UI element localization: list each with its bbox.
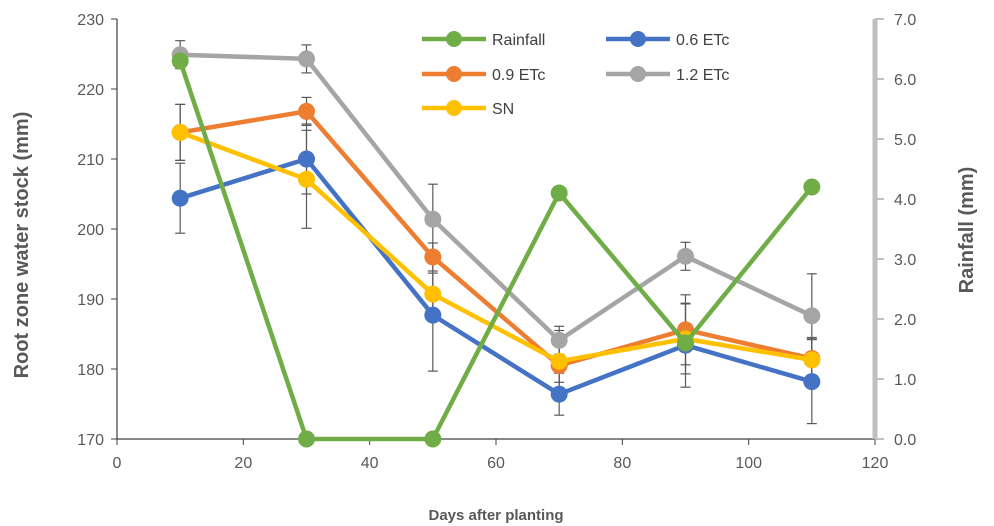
x-tick-label: 20 xyxy=(234,455,252,472)
legend-label-1-2-etc: 1.2 ETc xyxy=(676,67,729,84)
y2-tick-label: 2.0 xyxy=(894,312,916,329)
y2-tick-label: 6.0 xyxy=(894,72,916,89)
legend-marker-sn xyxy=(446,100,462,116)
data-point-0-6-etc xyxy=(424,306,442,324)
data-point-rainfall xyxy=(677,334,694,352)
data-point-sn xyxy=(171,123,189,141)
error-bars xyxy=(175,40,817,425)
data-point-sn xyxy=(424,285,442,303)
data-point-sn xyxy=(298,170,315,188)
y2-tick-label: 0.0 xyxy=(894,432,916,449)
y2-axis-title: Rainfall (mm) xyxy=(956,167,978,294)
data-point-sn xyxy=(550,352,568,370)
data-point-0-6-etc xyxy=(803,373,821,391)
legend-marker-0-6-etc xyxy=(630,31,646,47)
y-tick-label: 190 xyxy=(77,292,104,309)
data-point-0-6-etc xyxy=(298,150,315,168)
y-tick-label: 170 xyxy=(77,432,104,449)
data-point-1-2-etc xyxy=(424,210,442,228)
legend: Rainfall 0.6 ETc 0.9 ETc 1.2 ETc SN xyxy=(422,31,729,118)
x-tick-label: 80 xyxy=(613,455,631,472)
data-point-rainfall xyxy=(298,430,315,448)
data-point-rainfall xyxy=(171,52,189,70)
x-tick-label: 120 xyxy=(862,455,889,472)
data-point-rainfall xyxy=(424,430,442,448)
legend-label-0-9-etc: 0.9 ETc xyxy=(492,67,545,84)
axes: 0 20 40 60 80 100 120 170 180 190 200 210 220 230 0.0 1… xyxy=(77,12,916,472)
data-point-0-9-etc xyxy=(298,102,315,120)
data-point-rainfall xyxy=(550,184,568,202)
x-tick-label: 0 xyxy=(113,455,122,472)
x-tick-label: 40 xyxy=(361,455,379,472)
legend-label-rainfall: Rainfall xyxy=(492,32,545,49)
x-axis-title: Days after planting xyxy=(428,507,563,524)
y2-tick-label: 5.0 xyxy=(894,132,916,149)
legend-label-sn: SN xyxy=(492,101,514,118)
y2-tick-label: 7.0 xyxy=(894,12,916,29)
data-point-0-6-etc xyxy=(550,385,568,403)
y-tick-label: 200 xyxy=(77,222,104,239)
x-tick-label: 60 xyxy=(487,455,505,472)
y2-tick-label: 4.0 xyxy=(894,192,916,209)
legend-marker-rainfall xyxy=(446,31,462,47)
series-line-1-2-etc xyxy=(180,52,813,343)
data-point-1-2-etc xyxy=(298,50,315,68)
series-line-sn xyxy=(179,130,813,364)
y-axis-title: Root zone water stock (mm) xyxy=(11,112,33,379)
legend-marker-1-2-etc xyxy=(630,66,646,82)
y-tick-label: 230 xyxy=(77,12,104,29)
axis-titles: Days after planting Root zone water stoc… xyxy=(11,112,978,524)
y-tick-label: 220 xyxy=(77,82,104,99)
data-point-rainfall xyxy=(803,178,821,196)
legend-marker-0-9-etc xyxy=(446,66,462,82)
y2-tick-label: 1.0 xyxy=(894,372,916,389)
y2-tick-label: 3.0 xyxy=(894,252,916,269)
data-point-1-2-etc xyxy=(803,307,821,325)
series-lines xyxy=(171,46,821,448)
x-tick-label: 100 xyxy=(735,455,762,472)
data-point-1-2-etc xyxy=(677,247,694,265)
y-tick-label: 180 xyxy=(77,362,104,379)
legend-label-0-6-etc: 0.6 ETc xyxy=(676,32,729,49)
series-line-rainfall xyxy=(178,60,814,442)
data-point-0-6-etc xyxy=(171,189,189,207)
data-point-sn xyxy=(803,351,821,369)
data-point-0-9-etc xyxy=(424,248,442,266)
data-point-1-2-etc xyxy=(550,331,568,349)
y-tick-label: 210 xyxy=(77,152,104,169)
series-line-0-6-etc xyxy=(179,156,813,397)
